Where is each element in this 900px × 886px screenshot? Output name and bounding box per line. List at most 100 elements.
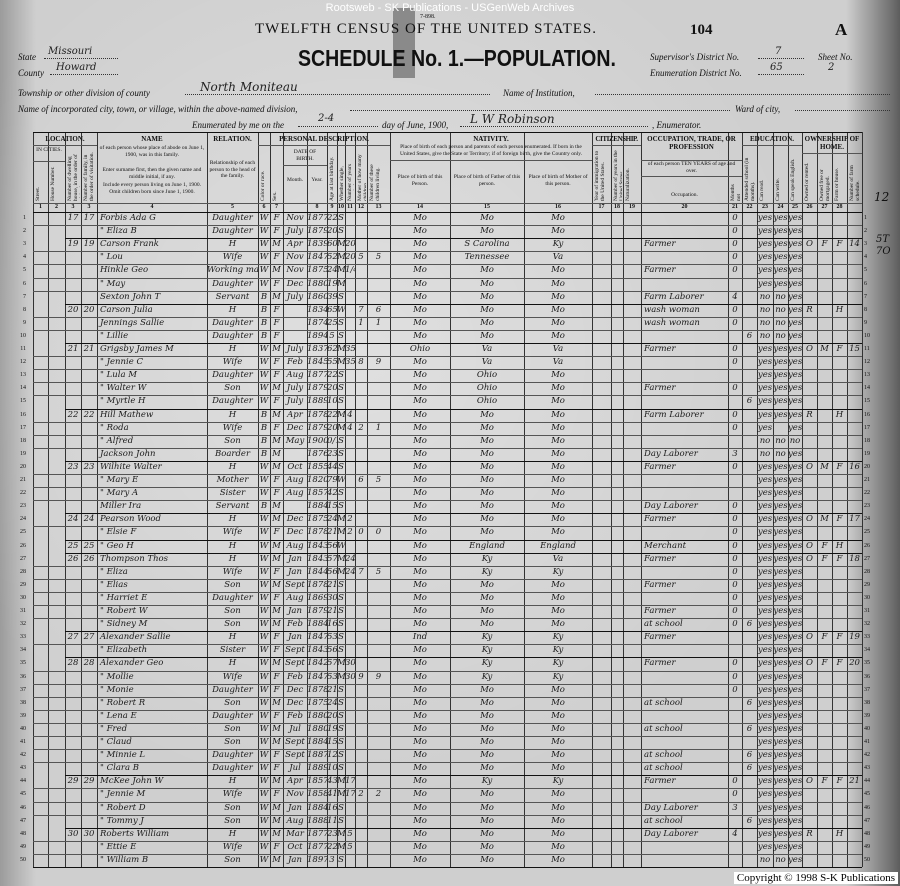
- can-write: no: [775, 330, 786, 341]
- birthplace: Mo: [413, 317, 427, 328]
- row-divider: [65, 343, 862, 344]
- row-divider: [33, 434, 862, 436]
- line-number: 20: [20, 463, 26, 470]
- birth-year: 1875: [307, 514, 327, 525]
- birthplace: Mo: [413, 278, 427, 289]
- age: 11: [327, 815, 337, 826]
- age: 23: [327, 448, 337, 459]
- person-name: " Mary E: [100, 475, 139, 485]
- column-divider: [773, 132, 774, 867]
- month-heading: Month.: [286, 177, 304, 183]
- age: 30: [327, 592, 337, 603]
- color: B: [260, 501, 268, 512]
- column-number: 17: [598, 204, 605, 210]
- birth-year: 1843: [307, 540, 327, 551]
- person-name: " Alfred: [100, 435, 134, 446]
- can-read: no: [759, 854, 771, 865]
- birth-year: 1858: [307, 789, 327, 800]
- can-read: yes: [757, 645, 773, 656]
- person-name: " Fred: [100, 723, 128, 734]
- father-birthplace: S Carolina: [464, 239, 510, 250]
- children-born: 2: [358, 422, 364, 433]
- line-number: 40: [20, 725, 26, 732]
- state-value: Missouri: [48, 46, 93, 57]
- birthplace: Mo: [413, 750, 427, 761]
- months-school: 6: [746, 330, 753, 341]
- years-married-label: Number of years married.: [347, 164, 354, 201]
- row-divider: [33, 290, 862, 292]
- birthplace: Mo: [413, 383, 427, 394]
- birthplace: Mo: [413, 213, 427, 223]
- sex: M: [272, 540, 281, 551]
- sex: F: [273, 750, 280, 761]
- birth-month: Dec: [286, 278, 304, 289]
- relation: H: [228, 540, 237, 551]
- can-read: yes: [757, 501, 773, 512]
- living-label: Number of these children living.: [369, 164, 381, 201]
- speaks-english: yes: [788, 501, 802, 512]
- line-number: 33: [20, 634, 26, 641]
- age: 22: [327, 409, 337, 420]
- months-unemployed: 0: [732, 422, 738, 433]
- birth-month: Aug: [286, 475, 304, 485]
- occupation: Farmer: [644, 514, 676, 525]
- speaks-english: yes: [788, 579, 802, 590]
- relation: Son: [224, 802, 241, 813]
- age: 5: [329, 330, 335, 341]
- read-label: Can read.: [759, 179, 765, 201]
- age: 0/12: [327, 435, 337, 446]
- row-divider: [33, 329, 862, 331]
- row-divider: [33, 591, 862, 593]
- color: W: [259, 579, 269, 590]
- row-divider: [33, 749, 862, 751]
- relation: Sister: [219, 645, 246, 656]
- person-name: " Lula M: [100, 370, 137, 381]
- age: 22: [327, 370, 337, 381]
- children-born: 7: [358, 304, 364, 315]
- marital-status: M: [337, 239, 345, 250]
- row-divider: [33, 618, 862, 620]
- row-divider: [65, 408, 862, 410]
- dwelling-number: 17: [67, 213, 79, 223]
- sex: M: [272, 828, 281, 839]
- children-living: 5: [375, 566, 382, 577]
- sex: F: [273, 645, 280, 656]
- name-description: of each person whose place of abode on J…: [99, 145, 205, 158]
- speaks-english: yes: [788, 776, 802, 787]
- dwelling-number: 26: [67, 553, 79, 564]
- birth-month: Sept: [285, 645, 305, 656]
- birthplace: Mo: [413, 435, 427, 446]
- months-unemployed: 0: [732, 789, 738, 800]
- line-number-right: 46: [864, 804, 870, 811]
- speaks-english: yes: [788, 213, 802, 223]
- birth-month: Mar: [286, 828, 304, 839]
- can-write: yes: [773, 710, 788, 721]
- speaks-english: yes: [788, 357, 802, 368]
- marital-status: S: [338, 697, 344, 708]
- column-number: 25: [792, 204, 798, 210]
- marital-status: S: [338, 619, 344, 630]
- color: W: [259, 239, 269, 250]
- relation: Daughter: [212, 592, 253, 603]
- line-number-right: 43: [864, 765, 870, 772]
- sex: M: [272, 553, 281, 564]
- column-divider: [355, 132, 356, 867]
- farm-house: F: [836, 514, 843, 525]
- birth-year: 1887: [307, 750, 327, 761]
- birth-month: Jan: [288, 553, 302, 564]
- can-write: yes: [773, 737, 788, 747]
- column-number: 18: [614, 204, 620, 210]
- line-number: 30: [20, 594, 26, 601]
- enumerated-month-year: day of June, 1900,: [382, 120, 449, 130]
- occupation: wash woman: [644, 304, 700, 315]
- birth-month: Oct: [287, 461, 303, 472]
- can-write: yes: [773, 501, 788, 512]
- birth-year: 1879: [307, 606, 327, 616]
- birth-year: 1839: [307, 239, 327, 250]
- line-number: 38: [20, 699, 26, 706]
- write-label: Can write.: [775, 178, 781, 201]
- column-number: 11: [347, 204, 353, 210]
- mother-birthplace: Mo: [551, 750, 565, 761]
- line-number-right: 32: [864, 621, 870, 628]
- birth-month: Nov: [286, 789, 304, 800]
